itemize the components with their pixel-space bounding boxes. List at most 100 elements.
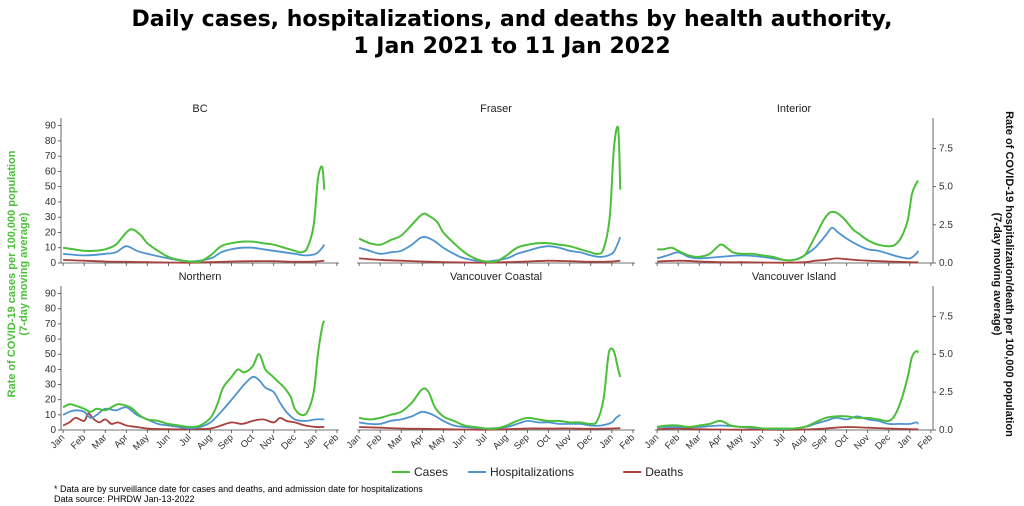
x-tick-label: May — [725, 432, 746, 453]
panel-bc: BC 0 10 20 30 40 50 60 70 80 90 — [45, 103, 339, 269]
right-axis-title-line: Rate of COVID-19 hospitalization/death p… — [1003, 111, 1015, 437]
legend-label-hospitalizations: Hospitalizations — [490, 465, 574, 479]
x-tick-label: Oct — [833, 432, 851, 450]
x-tick-label: Sep — [810, 432, 830, 452]
panel-title: Vancouver Coastal — [450, 271, 542, 283]
series-line-hospitalizations — [358, 410, 621, 430]
left-tick-label: 90 — [45, 289, 57, 300]
x-tick-label: Aug — [789, 432, 809, 452]
x-tick-label: Jan — [643, 432, 662, 451]
chart-title-line-2: 1 Jan 2021 to 11 Jan 2022 — [353, 34, 671, 59]
left-tick-label: 40 — [45, 197, 57, 208]
x-tick-label: May — [131, 432, 152, 453]
left-tick-label: 20 — [45, 227, 57, 238]
panel-title: Vancouver Island — [752, 271, 836, 283]
right-tick-label: 0.0 — [939, 258, 953, 269]
series-line-cases — [62, 165, 326, 263]
series-line-cases — [358, 347, 622, 430]
panel-title: BC — [192, 103, 207, 115]
x-tick-label: Feb — [663, 432, 682, 451]
legend-label-deaths: Deaths — [645, 465, 683, 479]
x-tick-label: Mar — [684, 432, 703, 451]
x-tick-label: Jul — [771, 432, 787, 448]
left-axis-title: Rate of COVID-19 cases per 100,000 popul… — [6, 150, 30, 397]
x-tick-label: May — [427, 432, 448, 453]
right-axis-title: Rate of COVID-19 hospitalization/death p… — [991, 111, 1015, 437]
x-tick-label: Jun — [154, 432, 173, 451]
x-tick-label: Jan — [301, 432, 320, 451]
series-line-cases — [656, 350, 920, 430]
left-tick-label: 10 — [45, 243, 57, 254]
x-tick-label: Dec — [873, 432, 893, 452]
x-tick-label: Oct — [239, 432, 257, 450]
left-tick-label: 90 — [45, 121, 57, 132]
x-tick-label: Jun — [450, 432, 469, 451]
left-tick-label: 50 — [45, 349, 57, 360]
x-tick-label: Jul — [473, 432, 489, 448]
right-axis-title-line: (7-day moving average) — [991, 213, 1003, 336]
left-axis-title-line: (7-day moving average) — [18, 212, 30, 335]
series-line-hospitalizations — [358, 236, 622, 263]
series-line-deaths — [657, 426, 919, 431]
x-tick-label: Sep — [216, 432, 236, 452]
series-line-deaths — [62, 412, 325, 431]
left-tick-label: 30 — [45, 212, 57, 223]
footnote-data-source: Data source: PHRDW Jan-13-2022 — [54, 494, 195, 504]
left-axis-title-line: Rate of COVID-19 cases per 100,000 popul… — [6, 150, 18, 397]
series-line-deaths — [657, 257, 919, 264]
right-tick-label: 0.0 — [939, 425, 953, 436]
series-line-hospitalizations — [656, 226, 920, 262]
x-tick-label: Feb — [916, 432, 935, 451]
left-tick-label: 0 — [50, 258, 56, 269]
right-tick-label: 2.5 — [939, 387, 953, 398]
x-tick-label: Apr — [706, 432, 724, 450]
footnote: * Data are by surveillance date for case… — [54, 484, 423, 504]
left-tick-label: 60 — [45, 166, 57, 177]
x-tick-label: Feb — [618, 432, 637, 451]
x-tick-label: Dec — [279, 432, 299, 452]
series-line-cases — [62, 320, 326, 428]
legend-label-cases: Cases — [414, 465, 448, 479]
right-tick-label: 2.5 — [939, 220, 953, 231]
x-tick-label: Dec — [575, 432, 595, 452]
left-tick-label: 80 — [45, 304, 57, 315]
panel-interior: Interior 0.0 2.5 5.0 7.5 — [655, 103, 953, 269]
footnote-surveillance-note: * Data are by surveillance date for case… — [54, 484, 423, 494]
left-tick-label: 70 — [45, 319, 57, 330]
x-tick-label: Aug — [491, 432, 511, 452]
left-tick-label: 0 — [50, 425, 56, 436]
left-tick-label: 50 — [45, 182, 57, 193]
x-tick-label: Sep — [512, 432, 532, 452]
panel-title: Interior — [777, 103, 812, 115]
x-tick-label: Aug — [195, 432, 215, 452]
x-tick-label: Mar — [90, 432, 109, 451]
series-line-cases — [358, 125, 622, 264]
right-tick-label: 5.0 — [939, 182, 953, 193]
series-line-hospitalizations — [63, 244, 326, 263]
x-tick-label: Feb — [322, 432, 341, 451]
left-tick-label: 20 — [45, 395, 57, 406]
x-tick-label: Apr — [112, 432, 130, 450]
x-tick-label: Oct — [535, 432, 553, 450]
chart-title-line-1: Daily cases, hospitalizations, and death… — [131, 7, 893, 32]
right-tick-label: 5.0 — [939, 349, 953, 360]
legend: Cases Hospitalizations Deaths — [392, 465, 683, 479]
left-tick-label: 40 — [45, 364, 57, 375]
x-tick-label: Jul — [177, 432, 193, 448]
left-tick-label: 10 — [45, 410, 57, 421]
x-tick-label: Nov — [554, 432, 574, 452]
series-line-hospitalizations — [657, 415, 919, 431]
panel-title: Northern — [179, 271, 222, 283]
x-tick-label: Jan — [895, 432, 914, 451]
panel-title: Fraser — [480, 103, 512, 115]
x-tick-label: Feb — [365, 432, 384, 451]
right-tick-label: 7.5 — [939, 144, 953, 155]
x-tick-label: Feb — [69, 432, 88, 451]
x-tick-label: Mar — [386, 432, 405, 451]
x-tick-label: Jan — [597, 432, 616, 451]
panel-fraser: Fraser — [357, 103, 635, 266]
